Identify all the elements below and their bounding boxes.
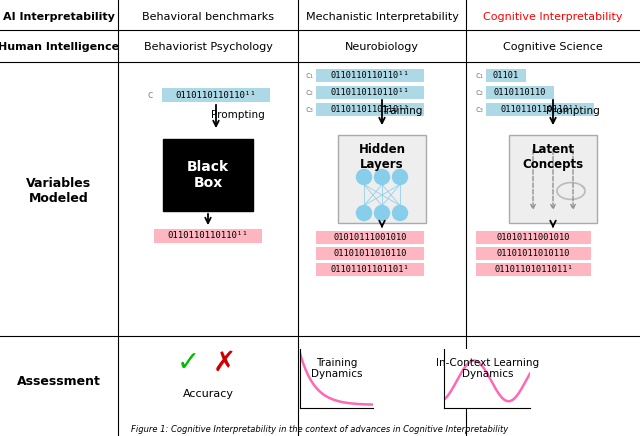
- Text: Hidden
Layers: Hidden Layers: [358, 143, 406, 171]
- Text: Training
Dynamics: Training Dynamics: [311, 358, 362, 379]
- Text: c: c: [147, 90, 153, 100]
- Text: Cognitive Interpretability: Cognitive Interpretability: [483, 12, 623, 22]
- Text: Assessment: Assessment: [17, 375, 101, 388]
- Circle shape: [374, 205, 390, 221]
- Bar: [154, 229, 262, 243]
- Circle shape: [392, 170, 408, 184]
- Circle shape: [374, 170, 390, 184]
- Circle shape: [356, 205, 371, 221]
- Text: Mechanistic Interpretability: Mechanistic Interpretability: [305, 12, 458, 22]
- Bar: [338, 135, 426, 223]
- Bar: [316, 231, 424, 244]
- Text: 01101011010110: 01101011010110: [333, 249, 407, 258]
- Text: 0110110110110¹¹: 0110110110110¹¹: [331, 105, 410, 114]
- Text: AI Interpretability: AI Interpretability: [3, 12, 115, 22]
- Bar: [316, 69, 424, 82]
- Text: 0110110110110¹¹: 0110110110110¹¹: [500, 105, 579, 114]
- Text: Accuracy: Accuracy: [182, 389, 234, 399]
- Text: 0110110110: 0110110110: [493, 88, 547, 97]
- Bar: [316, 86, 424, 99]
- Text: c₁: c₁: [475, 71, 483, 80]
- Text: c₃: c₃: [475, 105, 483, 114]
- Text: 01101011010110: 01101011010110: [497, 249, 570, 258]
- Text: In-Context Learning
Dynamics: In-Context Learning Dynamics: [436, 358, 540, 379]
- Text: 0110110110110¹¹: 0110110110110¹¹: [331, 88, 410, 97]
- Bar: [316, 263, 424, 276]
- Bar: [476, 263, 591, 276]
- Text: c₃: c₃: [305, 105, 313, 114]
- Text: Behaviorist Psychology: Behaviorist Psychology: [143, 42, 273, 52]
- Text: Figure 1: Cognitive Interpretability in the context of advances in Cognitive Int: Figure 1: Cognitive Interpretability in …: [131, 425, 509, 434]
- Bar: [163, 139, 253, 211]
- Text: Human Intelligence: Human Intelligence: [0, 42, 120, 52]
- Text: Cognitive Science: Cognitive Science: [503, 42, 603, 52]
- Text: c₂: c₂: [305, 88, 313, 97]
- Text: 01101101101101¹: 01101101101101¹: [331, 265, 410, 274]
- Bar: [162, 88, 270, 102]
- Bar: [486, 69, 526, 82]
- Bar: [316, 247, 424, 260]
- Text: Variables
Modeled: Variables Modeled: [26, 177, 92, 205]
- Bar: [476, 247, 591, 260]
- Text: Prompting: Prompting: [211, 110, 265, 120]
- Circle shape: [356, 170, 371, 184]
- Bar: [509, 135, 597, 223]
- Text: Training: Training: [381, 106, 422, 116]
- Text: 0110110110110¹¹: 0110110110110¹¹: [176, 91, 256, 99]
- Text: 0110110110110¹¹: 0110110110110¹¹: [168, 232, 248, 241]
- Bar: [486, 103, 594, 116]
- Bar: [486, 86, 554, 99]
- Text: ✗: ✗: [212, 349, 236, 377]
- Circle shape: [392, 205, 408, 221]
- Text: 01101: 01101: [493, 71, 519, 80]
- Bar: [316, 103, 424, 116]
- Text: Behavioral benchmarks: Behavioral benchmarks: [142, 12, 274, 22]
- Text: Latent
Concepts: Latent Concepts: [522, 143, 584, 171]
- Text: 01101101011011¹: 01101101011011¹: [494, 265, 573, 274]
- Text: Prompting: Prompting: [546, 106, 600, 116]
- Text: Black
Box: Black Box: [187, 160, 229, 190]
- Text: 01010111001010: 01010111001010: [497, 233, 570, 242]
- Text: ✓: ✓: [177, 349, 200, 377]
- Text: c₂: c₂: [475, 88, 483, 97]
- Text: 0110110110110¹¹: 0110110110110¹¹: [331, 71, 410, 80]
- Text: c₁: c₁: [305, 71, 313, 80]
- Text: 01010111001010: 01010111001010: [333, 233, 407, 242]
- Bar: [476, 231, 591, 244]
- Text: Neurobiology: Neurobiology: [345, 42, 419, 52]
